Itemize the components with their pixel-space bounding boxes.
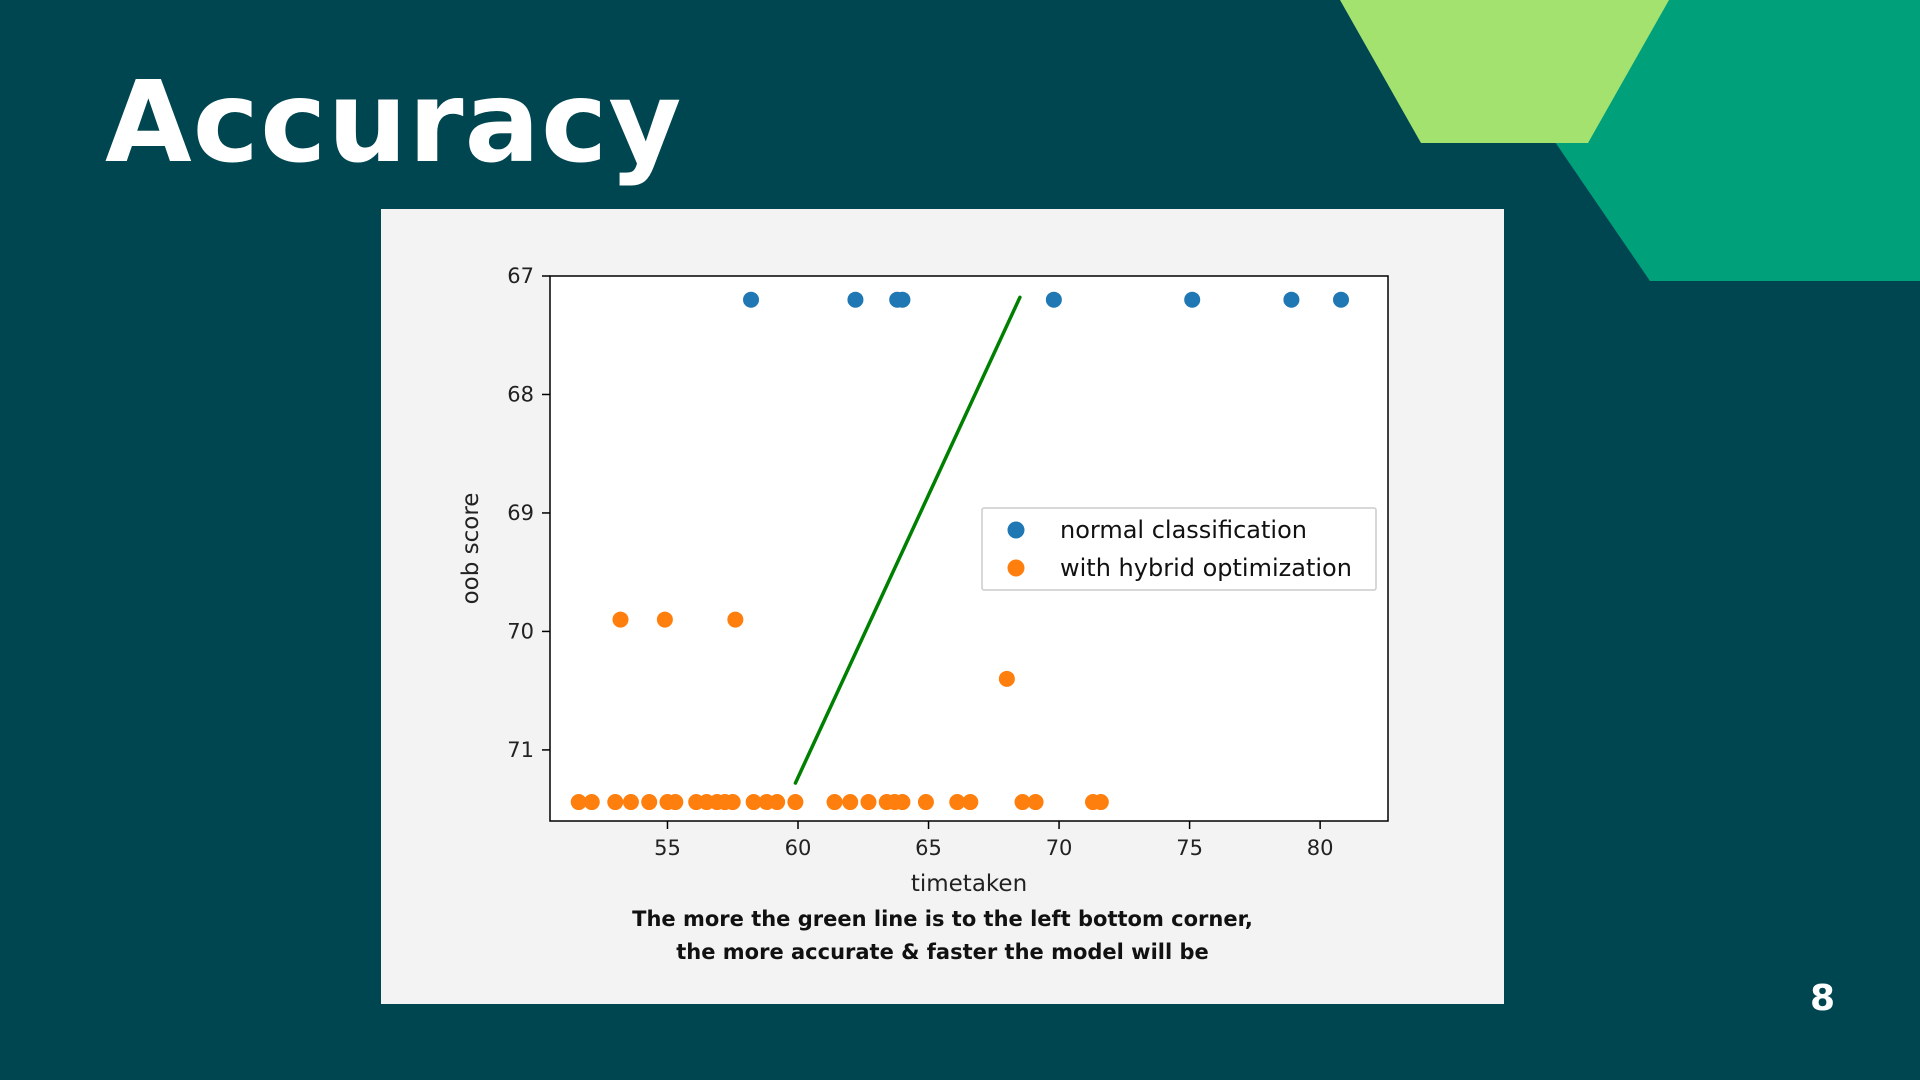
scatter-point (607, 794, 624, 811)
trend-line (793, 295, 1022, 785)
x-tick-label: 80 (1307, 836, 1334, 860)
light-green-trapezoid-shape (1340, 0, 1669, 143)
scatter-point (962, 794, 979, 811)
teal-hexagon-shape (1540, 0, 1920, 281)
x-axis-label: timetaken (911, 871, 1027, 897)
scatter-point (667, 794, 684, 811)
chart-legend: normal classification with hybrid optimiz… (981, 507, 1377, 591)
y-tick-label: 67 (507, 264, 534, 288)
scatter-point (894, 291, 911, 308)
scatter-chart: 67 68 69 70 71 55 60 65 70 75 80 timetaken oob sc… (458, 264, 1389, 897)
scatter-point (1333, 291, 1350, 308)
scatter-point (917, 794, 934, 811)
y-tick-label: 68 (507, 382, 534, 406)
scatter-point (1092, 794, 1109, 811)
scatter-point (745, 794, 762, 811)
scatter-point (1027, 794, 1044, 811)
x-tick-label: 55 (654, 836, 681, 860)
scatter-point (1045, 291, 1062, 308)
chart-card: 67 68 69 70 71 55 60 65 70 75 80 timetaken oob sc… (381, 209, 1504, 1004)
y-tick-label: 71 (507, 738, 534, 762)
legend-label: normal classification (1060, 516, 1307, 544)
x-axis: 55 60 65 70 75 80 (654, 821, 1333, 860)
scatter-point (641, 794, 658, 811)
legend-label: with hybrid optimization (1060, 554, 1352, 582)
x-tick-label: 60 (785, 836, 812, 860)
scatter-point (1014, 794, 1031, 811)
x-tick-label: 70 (1046, 836, 1073, 860)
slide-title: Accuracy (105, 58, 683, 188)
scatter-point (826, 794, 843, 811)
scatter-point (656, 611, 673, 628)
scatter-point (860, 794, 877, 811)
caption-line-2: the more accurate & faster the model wil… (676, 940, 1209, 964)
scatter-point (998, 670, 1015, 687)
chart-marks (570, 291, 1350, 811)
y-axis-label: oob score (458, 493, 484, 605)
scatter-point (894, 794, 911, 811)
x-tick-label: 75 (1176, 836, 1203, 860)
legend-marker (1007, 521, 1025, 539)
scatter-point (570, 794, 587, 811)
scatter-point (1184, 291, 1201, 308)
scatter-point (612, 611, 629, 628)
scatter-point (727, 611, 744, 628)
y-tick-label: 70 (507, 619, 534, 643)
scatter-point (769, 794, 786, 811)
chart-caption: The more the green line is to the left b… (381, 903, 1504, 969)
scatter-point (583, 794, 600, 811)
scatter-point (842, 794, 859, 811)
x-tick-label: 65 (915, 836, 942, 860)
page-number: 8 (1810, 978, 1836, 1019)
legend-box (981, 507, 1377, 591)
y-tick-label: 69 (507, 501, 534, 525)
scatter-point (847, 291, 864, 308)
legend-marker (1007, 559, 1025, 577)
scatter-point (787, 794, 804, 811)
scatter-point (949, 794, 966, 811)
scatter-point (724, 794, 741, 811)
scatter-point (743, 291, 760, 308)
scatter-point (622, 794, 639, 811)
caption-line-1: The more the green line is to the left b… (632, 907, 1253, 931)
y-axis: 67 68 69 70 71 (507, 264, 550, 762)
scatter-point (1283, 291, 1300, 308)
